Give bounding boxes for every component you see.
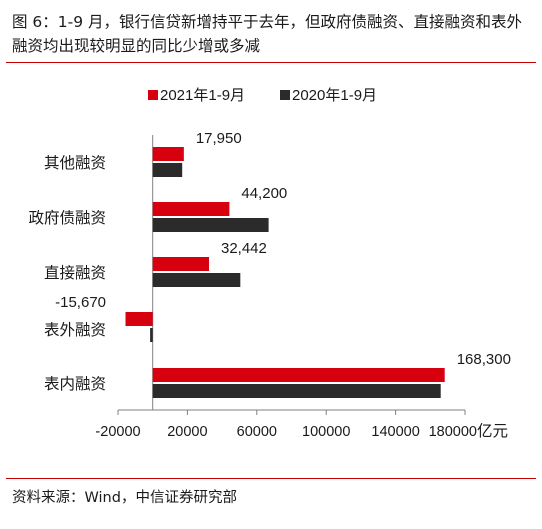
bottom-divider — [6, 478, 536, 479]
x-tick-label: 20000 — [167, 424, 207, 440]
bar-chart: -20000 20000 60000 100000 140000 180000 亿元 其他融资… — [28, 87, 511, 440]
data-label: 17,950 — [196, 130, 242, 147]
category-label: 表外融资 — [44, 321, 106, 339]
bar-series-2020 — [152, 273, 241, 287]
bar-series-2020 — [152, 163, 183, 177]
bar-series-2020 — [152, 218, 269, 232]
bar-series-2021 — [125, 312, 153, 326]
data-label: 44,200 — [241, 185, 287, 202]
category-label: 表内融资 — [44, 375, 106, 393]
bar-series-2020 — [150, 328, 153, 342]
bar-series-2021 — [152, 257, 209, 271]
source-note: 资料来源：Wind，中信证券研究部 — [12, 490, 237, 506]
x-tick-label: 180000 — [429, 424, 477, 440]
data-label: 168,300 — [457, 351, 511, 368]
legend-swatch — [280, 90, 290, 100]
x-tick-label: -20000 — [95, 424, 140, 440]
category-label: 直接融资 — [44, 264, 106, 282]
bar-series-2021 — [152, 368, 445, 382]
bar-series-2020 — [152, 384, 441, 398]
category-label: 政府债融资 — [28, 209, 106, 227]
x-tick-label: 140000 — [371, 424, 419, 440]
top-divider — [6, 62, 536, 63]
category-label: 其他融资 — [44, 154, 106, 172]
data-label: 32,442 — [221, 240, 267, 257]
x-tick-label: 60000 — [237, 424, 277, 440]
chart-title: 图 6：1-9 月，银行信贷新增持平于去年，但政府债融资、直接融资和表外融资均出… — [12, 13, 523, 55]
x-tick-label: 100000 — [302, 424, 350, 440]
legend-label: 2021年1-9月 — [160, 87, 245, 104]
data-label: -15,670 — [55, 294, 106, 311]
bar-series-2021 — [152, 147, 184, 161]
x-axis-unit: 亿元 — [477, 422, 508, 440]
legend-swatch — [148, 90, 158, 100]
legend-label: 2020年1-9月 — [292, 87, 377, 104]
bar-series-2021 — [152, 202, 230, 216]
